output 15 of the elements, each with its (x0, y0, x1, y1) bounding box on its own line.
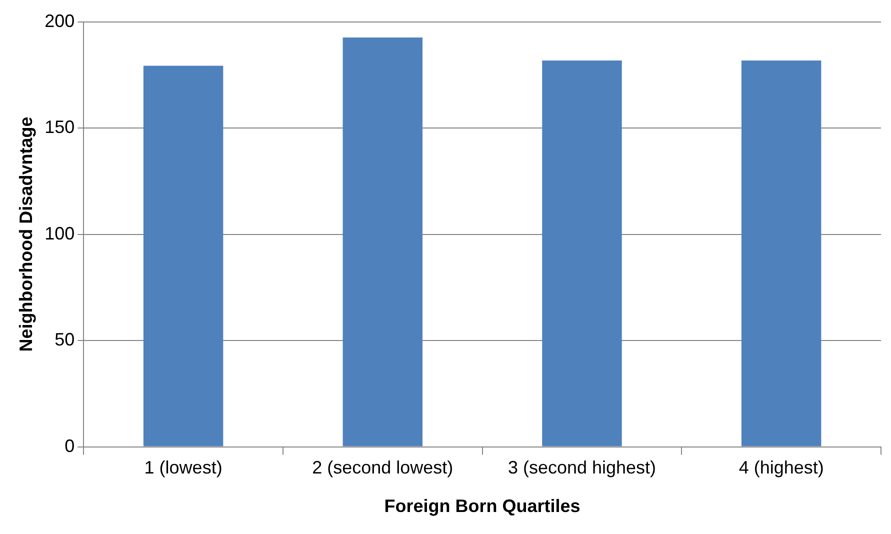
y-axis-title: Neighborhood Disadvntage (16, 116, 36, 352)
x-tick-label: 4 (highest) (738, 458, 824, 478)
y-tick-label: 100 (44, 223, 75, 244)
x-axis-title: Foreign Born Quartiles (384, 496, 580, 516)
x-tick-label: 3 (second highest) (508, 458, 656, 478)
bar (342, 38, 423, 446)
x-tick-label: 1 (lowest) (144, 458, 222, 478)
y-tick-label: 200 (44, 10, 75, 31)
bar (143, 66, 224, 446)
y-tick-label: 150 (44, 117, 75, 138)
bar (542, 60, 622, 446)
y-tick-label: 0 (64, 436, 75, 456)
bar (741, 60, 822, 446)
x-tick-label: 2 (second lowest) (312, 458, 454, 478)
y-tick-label: 50 (54, 330, 75, 350)
